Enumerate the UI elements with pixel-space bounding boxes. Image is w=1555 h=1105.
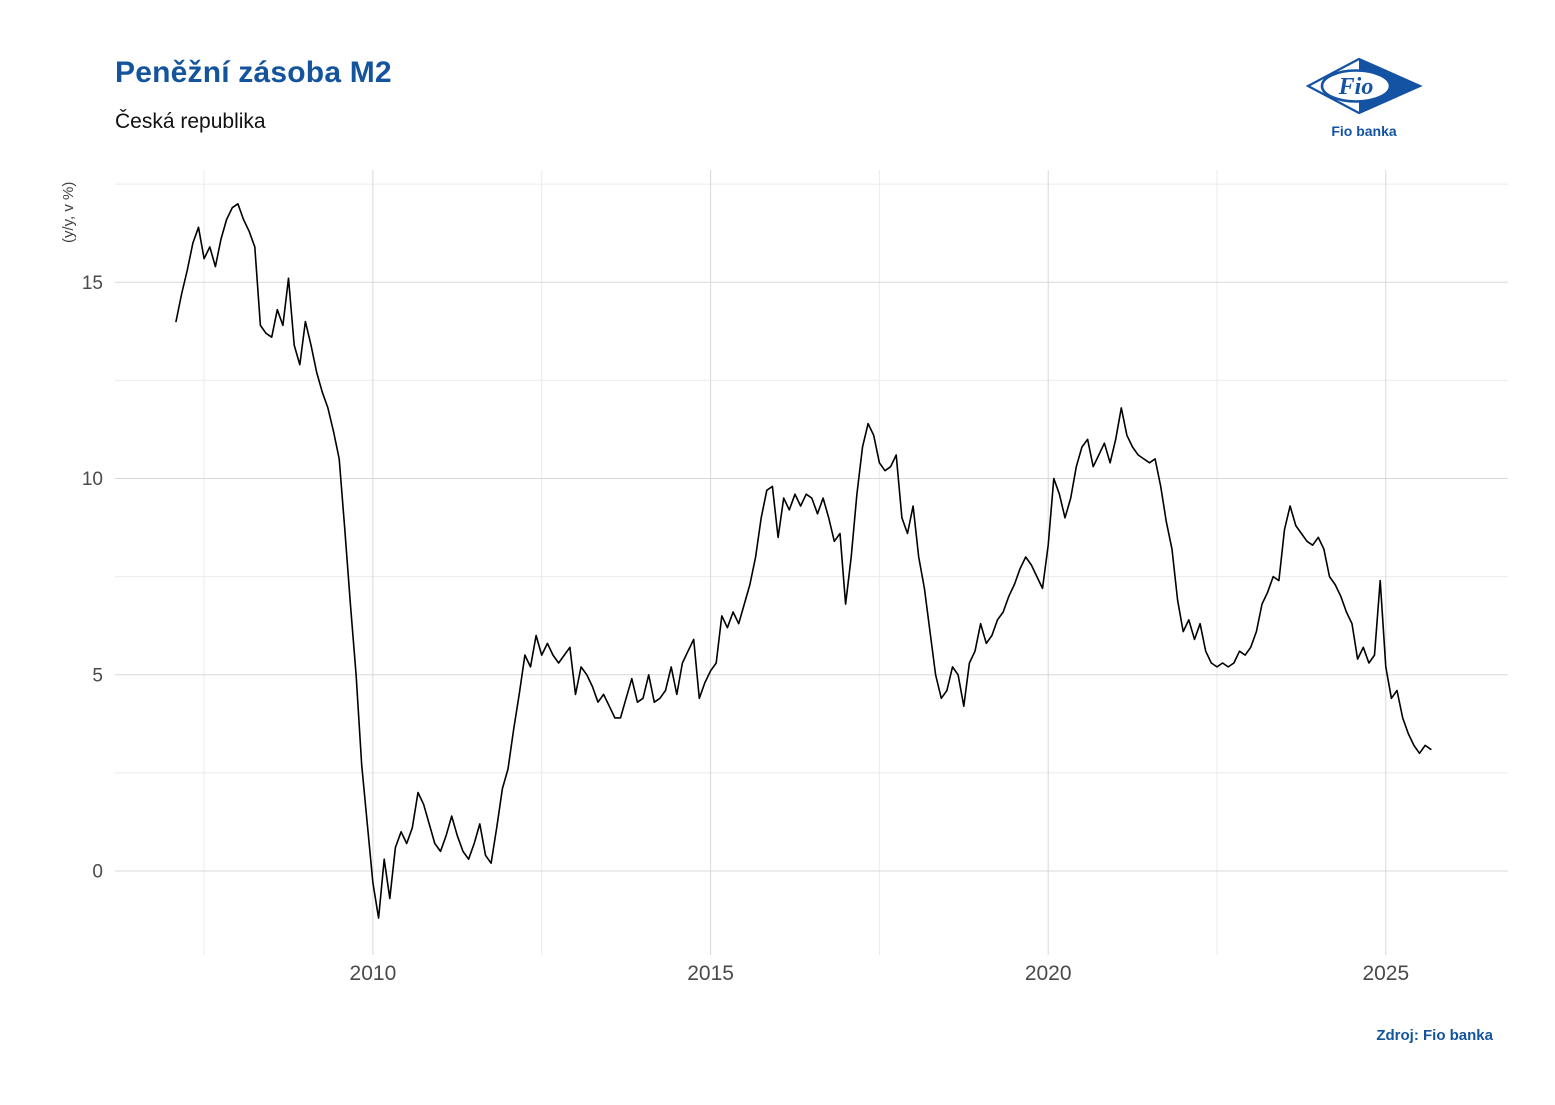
fio-logo-text: Fio xyxy=(1338,74,1374,100)
y-tick-label: 10 xyxy=(82,469,103,490)
fio-logo: Fio Fio banka xyxy=(1303,55,1425,139)
x-tick-label: 2025 xyxy=(1362,962,1409,985)
data-series-line xyxy=(175,203,1432,919)
y-axis-title: (y/y, v %) xyxy=(60,181,77,243)
x-tick-label: 2020 xyxy=(1025,962,1072,985)
page-title: Peněžní zásoba M2 xyxy=(115,56,392,89)
y-tick-label: 0 xyxy=(92,862,103,883)
page-subtitle: Česká republika xyxy=(115,110,266,133)
fio-flag-icon: Fio xyxy=(1305,57,1423,115)
y-tick-label: 15 xyxy=(82,273,103,294)
gridlines-major xyxy=(115,170,1508,955)
x-tick-label: 2015 xyxy=(687,962,734,985)
fio-logo-oval xyxy=(1320,69,1392,103)
fio-logo-caption: Fio banka xyxy=(1331,123,1397,139)
source-note: Zdroj: Fio banka xyxy=(1376,1027,1493,1044)
x-tick-label: 2010 xyxy=(350,962,397,985)
y-tick-label: 5 xyxy=(92,665,103,686)
gridlines-minor xyxy=(115,170,1508,955)
y-axis-tick-labels: 0 5 10 15 xyxy=(82,273,103,883)
x-axis-tick-labels: 2010 2015 2020 2025 xyxy=(350,962,1410,985)
